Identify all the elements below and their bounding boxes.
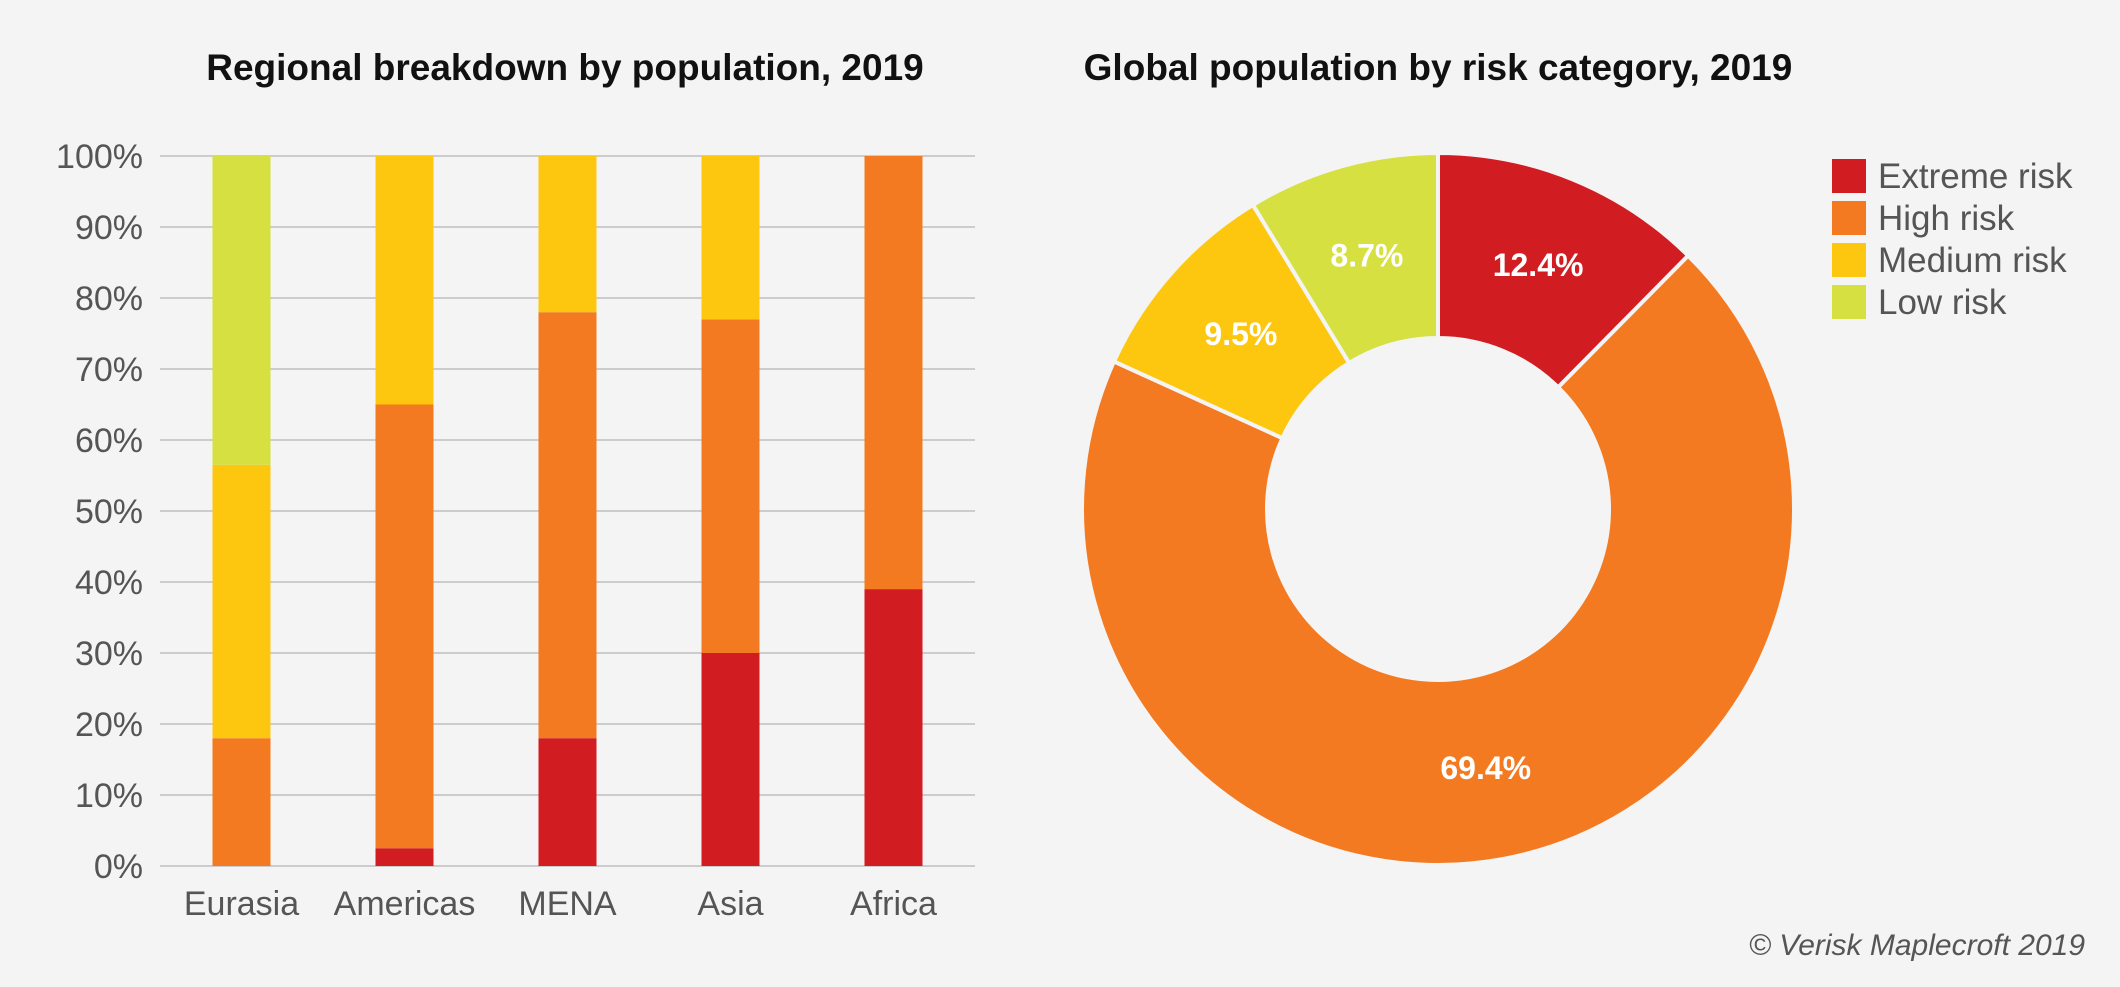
y-tick-label: 100% — [56, 138, 143, 176]
slice-value-label: 8.7% — [1330, 237, 1403, 273]
bar-series — [212, 156, 923, 866]
legend-label: Medium risk — [1878, 241, 2067, 280]
bar-segment-asia-high-risk — [701, 319, 760, 653]
y-tick-label: 90% — [75, 209, 143, 247]
donut-chart — [1080, 150, 1796, 867]
bar-segment-americas-high-risk — [375, 404, 434, 849]
bar-segment-africa-extreme-risk — [864, 589, 923, 866]
y-tick-label: 70% — [75, 351, 143, 389]
bar-segment-mena-medium-risk — [538, 156, 597, 313]
bar-segment-americas-medium-risk — [375, 156, 434, 405]
legend-swatch — [1832, 201, 1866, 235]
donut-slice-high-risk — [1080, 252, 1796, 867]
x-category-label: Americas — [334, 885, 476, 923]
bar-segment-americas-extreme-risk — [375, 848, 434, 866]
bar-segment-mena-extreme-risk — [538, 738, 597, 866]
y-tick-label: 20% — [75, 706, 143, 744]
donut-chart-title: Global population by risk category, 2019 — [1084, 47, 1793, 88]
bar-segment-asia-medium-risk — [701, 156, 760, 320]
y-tick-label: 0% — [94, 848, 143, 886]
bar-segment-mena-high-risk — [538, 312, 597, 739]
donut-labels: 12.4% 69.4% 9.5% 8.7% — [1204, 237, 1583, 786]
bar-segment-eurasia-high-risk — [212, 738, 271, 866]
bar-chart-title: Regional breakdown by population, 2019 — [206, 47, 924, 88]
donut-slice-extreme-risk — [1436, 150, 1691, 391]
x-category-label: MENA — [518, 885, 617, 923]
bar-y-axis: 0% 10% 20% 30% 40% 50% 60% 70% 80% 90% 100% — [56, 138, 143, 886]
bar-segment-eurasia-medium-risk — [212, 464, 271, 739]
donut-slice-low-risk — [1250, 150, 1440, 366]
x-category-label: Eurasia — [184, 885, 299, 923]
y-tick-label: 80% — [75, 280, 143, 318]
copyright-credit: © Verisk Maplecroft 2019 — [1749, 929, 2085, 962]
bar-segment-asia-extreme-risk — [701, 653, 760, 866]
slice-value-label: 9.5% — [1204, 316, 1277, 352]
bar-segment-eurasia-low-risk — [212, 156, 271, 465]
y-tick-label: 10% — [75, 777, 143, 815]
legend-label: Extreme risk — [1878, 157, 2073, 196]
x-category-label: Asia — [697, 885, 763, 923]
bar-x-axis: Eurasia Americas MENA Asia Africa — [184, 885, 937, 923]
legend-swatch — [1832, 159, 1866, 193]
bar-segment-africa-high-risk — [864, 156, 923, 590]
y-tick-label: 40% — [75, 564, 143, 602]
slice-value-label: 12.4% — [1493, 247, 1584, 283]
legend-label: High risk — [1878, 199, 2015, 238]
y-tick-label: 30% — [75, 635, 143, 673]
x-category-label: Africa — [850, 885, 937, 923]
legend-swatch — [1832, 285, 1866, 319]
slice-value-label: 69.4% — [1440, 750, 1531, 786]
legend-swatch — [1832, 243, 1866, 277]
y-tick-label: 60% — [75, 422, 143, 460]
legend-label: Low risk — [1878, 283, 2007, 322]
y-tick-label: 50% — [75, 493, 143, 531]
